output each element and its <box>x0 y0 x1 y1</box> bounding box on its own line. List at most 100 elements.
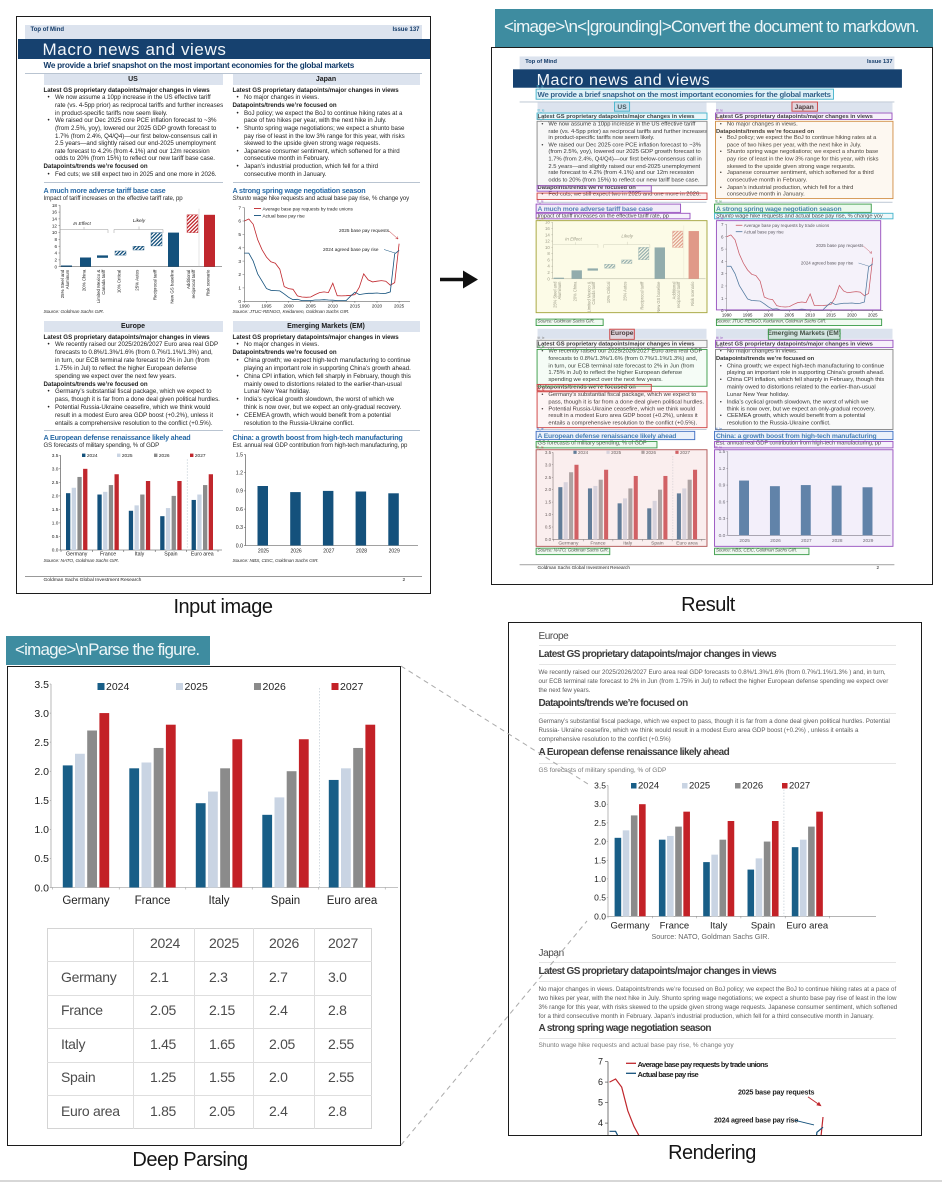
svg-text:25% Steel and: 25% Steel and <box>60 269 65 298</box>
svg-text:1.0: 1.0 <box>51 520 58 526</box>
svg-text:2024: 2024 <box>106 681 130 693</box>
svg-text:Limited Mexico &: Limited Mexico & <box>96 269 101 303</box>
svg-text:4: 4 <box>720 259 723 264</box>
svg-text:Actual base pay rise: Actual base pay rise <box>262 213 305 218</box>
svg-text:Germany: Germany <box>558 541 579 547</box>
svg-text:2024: 2024 <box>638 780 659 791</box>
svg-text:2024 agreed base pay rise: 2024 agreed base pay rise <box>714 1115 798 1124</box>
svg-text:1.0: 1.0 <box>34 824 49 836</box>
svg-text:1: 1 <box>238 285 241 291</box>
svg-text:0.0: 0.0 <box>544 537 551 542</box>
svg-text:2: 2 <box>238 272 241 278</box>
svg-text:0.5: 0.5 <box>594 892 606 902</box>
svg-text:14: 14 <box>51 216 57 221</box>
svg-text:2026: 2026 <box>770 538 781 543</box>
svg-text:7: 7 <box>720 222 723 227</box>
svg-text:3.5: 3.5 <box>51 453 58 459</box>
svg-text:2015: 2015 <box>349 303 360 308</box>
svg-text:In Effect: In Effect <box>73 221 91 227</box>
svg-text:2024 agreed base pay rise: 2024 agreed base pay rise <box>323 247 379 252</box>
svg-text:12: 12 <box>51 223 57 228</box>
svg-text:0.9: 0.9 <box>235 488 242 494</box>
svg-text:2026: 2026 <box>263 681 287 693</box>
svg-text:1990: 1990 <box>721 312 731 317</box>
svg-text:3.5: 3.5 <box>544 450 551 455</box>
svg-text:3.0: 3.0 <box>544 462 551 467</box>
svg-text:5: 5 <box>720 247 723 252</box>
svg-text:2025: 2025 <box>611 450 622 455</box>
svg-text:8: 8 <box>54 237 57 242</box>
svg-text:2029: 2029 <box>388 548 399 554</box>
svg-text:2025 base pay requests: 2025 base pay requests <box>738 1087 815 1096</box>
svg-text:Average base pay requests by t: Average base pay requests by trade union… <box>262 206 353 211</box>
svg-text:2027: 2027 <box>340 681 364 693</box>
svg-text:2024: 2024 <box>86 453 97 459</box>
svg-text:2005: 2005 <box>784 312 794 317</box>
svg-text:2000: 2000 <box>763 312 773 317</box>
svg-text:0: 0 <box>720 308 723 313</box>
svg-text:0.0: 0.0 <box>594 911 606 921</box>
svg-text:2.0: 2.0 <box>51 493 58 499</box>
svg-text:1995: 1995 <box>261 303 272 308</box>
svg-text:5: 5 <box>238 232 241 238</box>
svg-text:2026: 2026 <box>646 450 657 455</box>
svg-text:Germany: Germany <box>62 895 110 907</box>
svg-text:Italy: Italy <box>208 895 229 907</box>
svg-text:4: 4 <box>238 245 241 251</box>
svg-text:3: 3 <box>720 271 723 276</box>
svg-text:1.2: 1.2 <box>718 466 725 472</box>
svg-text:1.5: 1.5 <box>594 855 606 865</box>
svg-text:0.0: 0.0 <box>34 882 49 894</box>
svg-text:6: 6 <box>597 1077 602 1087</box>
svg-text:25% Autos: 25% Autos <box>134 268 139 290</box>
svg-text:0.0: 0.0 <box>51 547 58 553</box>
svg-text:Italy: Italy <box>134 551 144 557</box>
svg-text:1.5: 1.5 <box>544 500 551 505</box>
svg-text:1.2: 1.2 <box>235 470 242 476</box>
svg-text:20% China: 20% China <box>81 269 86 291</box>
svg-text:3.5: 3.5 <box>594 780 606 790</box>
svg-text:2024 agreed base pay rise: 2024 agreed base pay rise <box>800 260 853 265</box>
svg-text:2015: 2015 <box>826 312 836 317</box>
svg-text:Reciprocal tariff: Reciprocal tariff <box>152 268 157 299</box>
svg-text:2027: 2027 <box>789 780 810 791</box>
svg-text:2.5: 2.5 <box>34 736 49 748</box>
svg-text:Spain: Spain <box>651 541 664 547</box>
svg-text:2028: 2028 <box>355 548 366 554</box>
svg-text:2027: 2027 <box>194 453 205 459</box>
svg-text:Average base pay requests by t: Average base pay requests by trade union… <box>637 1059 768 1068</box>
svg-text:1.5: 1.5 <box>718 449 725 455</box>
svg-text:0.9: 0.9 <box>718 483 725 489</box>
svg-text:3: 3 <box>238 258 241 264</box>
svg-text:Euro area: Euro area <box>190 551 213 557</box>
svg-text:Italy: Italy <box>709 920 727 931</box>
svg-text:0.0: 0.0 <box>235 543 242 549</box>
svg-text:1: 1 <box>720 296 723 301</box>
svg-text:1.0: 1.0 <box>544 512 551 517</box>
svg-text:1.0: 1.0 <box>594 874 606 884</box>
svg-text:Germany: Germany <box>66 551 88 557</box>
svg-text:6: 6 <box>238 218 241 224</box>
svg-text:2020: 2020 <box>371 303 382 308</box>
svg-text:Aluminum: Aluminum <box>64 269 69 289</box>
svg-text:0.6: 0.6 <box>718 500 725 506</box>
svg-text:2025: 2025 <box>393 303 404 308</box>
svg-text:0.3: 0.3 <box>235 525 242 531</box>
svg-text:0: 0 <box>54 264 57 269</box>
svg-text:Additional: Additional <box>186 269 191 288</box>
svg-text:2.5: 2.5 <box>594 817 606 827</box>
svg-text:Germany: Germany <box>610 920 649 931</box>
svg-text:Actual base pay rise: Actual base pay rise <box>637 1069 698 1078</box>
svg-text:0.5: 0.5 <box>544 525 551 530</box>
svg-text:2025: 2025 <box>121 453 132 459</box>
svg-text:0.6: 0.6 <box>235 506 242 512</box>
svg-text:2020: 2020 <box>847 312 857 317</box>
svg-text:16: 16 <box>51 209 57 214</box>
svg-text:0.5: 0.5 <box>34 853 49 865</box>
svg-text:Canada tariff: Canada tariff <box>100 268 105 294</box>
svg-text:3.0: 3.0 <box>594 799 606 809</box>
svg-text:2000: 2000 <box>283 303 294 308</box>
svg-text:New GS baseline: New GS baseline <box>169 269 174 303</box>
svg-text:France: France <box>590 541 606 547</box>
svg-text:1.5: 1.5 <box>235 452 242 458</box>
